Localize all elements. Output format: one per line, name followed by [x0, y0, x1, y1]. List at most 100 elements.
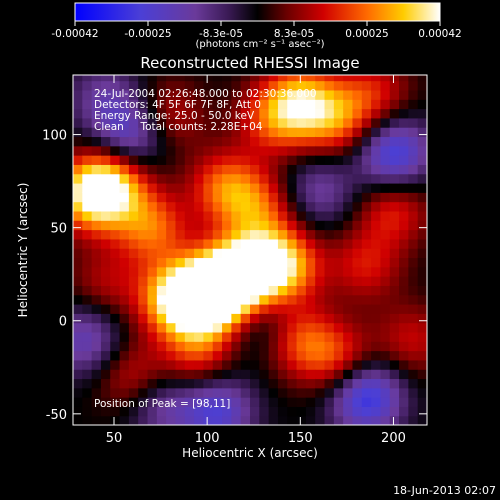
heatmap-cell [212, 182, 223, 193]
heatmap-cell [389, 173, 400, 184]
heatmap-cell [417, 108, 427, 119]
heatmap-cell [399, 75, 409, 82]
heatmap-cell [212, 238, 223, 249]
heatmap-cell [371, 378, 382, 389]
heatmap-cell [240, 257, 251, 268]
heatmap-cell [147, 387, 158, 398]
heatmap-cell [259, 220, 270, 231]
heatmap-cell [259, 285, 270, 296]
heatmap-cell [73, 238, 83, 249]
heatmap-cell [212, 210, 223, 221]
heatmap-cell [324, 108, 335, 119]
heatmap-cell [305, 229, 316, 240]
heatmap-cell [91, 359, 102, 370]
heatmap-cell [100, 75, 111, 82]
heatmap-cell [361, 117, 372, 128]
heatmap-cell [305, 369, 316, 380]
heatmap-cell [110, 378, 121, 389]
heatmap-cell [194, 341, 205, 352]
heatmap-cell [82, 359, 93, 370]
heatmap-cell [100, 397, 111, 407]
heatmap-cell [268, 145, 279, 156]
heatmap-cell [184, 108, 195, 119]
heatmap-cell [212, 80, 223, 91]
heatmap-cell [361, 99, 372, 110]
heatmap-cell [240, 322, 251, 333]
heatmap-cell [166, 173, 177, 184]
heatmap-cell [343, 387, 354, 398]
heatmap-cell [240, 359, 251, 370]
heatmap-cell [259, 369, 270, 380]
heatmap-cell [100, 248, 111, 259]
heatmap-cell [100, 192, 111, 203]
heatmap-cell [268, 266, 279, 277]
heatmap-cell [287, 99, 298, 110]
heatmap-cell [305, 285, 316, 296]
heatmap-cell [175, 136, 186, 147]
heatmap-cell [231, 173, 242, 184]
heatmap-cell [324, 257, 335, 268]
colorbar-units: (photons cm⁻² s⁻¹ asec⁻²) [195, 39, 324, 50]
heatmap-cell [212, 173, 223, 184]
heatmap-cell [184, 378, 195, 389]
heatmap-cell [212, 313, 223, 324]
heatmap-cell [166, 397, 177, 407]
heatmap-cell [82, 75, 93, 82]
heatmap-cell [203, 397, 214, 407]
heatmap-cell [147, 99, 158, 110]
heatmap-cell [389, 397, 400, 407]
heatmap-cell [324, 89, 335, 100]
heatmap-cell [82, 266, 93, 277]
heatmap-cell [259, 136, 270, 147]
heatmap-cell [343, 229, 354, 240]
heatmap-cell [166, 201, 177, 212]
heatmap-cell [82, 387, 93, 398]
heatmap-cell [380, 164, 391, 175]
heatmap-cell [73, 378, 83, 389]
heatmap-cell [212, 75, 223, 82]
heatmap-cell [268, 378, 279, 389]
heatmap-cell [147, 201, 158, 212]
heatmap-cell [361, 359, 372, 370]
heatmap-cell [138, 313, 149, 324]
heatmap-cell [231, 136, 242, 147]
heatmap-cell [305, 322, 316, 333]
heatmap-cell [361, 387, 372, 398]
heatmap-cell [156, 136, 167, 147]
heatmap-cell [175, 75, 186, 82]
heatmap-cell [156, 192, 167, 203]
heatmap-cell [175, 397, 186, 407]
heatmap-cell [399, 406, 409, 417]
heatmap-cell [110, 238, 121, 249]
heatmap-cell [119, 257, 130, 268]
heatmap-cell [250, 322, 260, 333]
heatmap-cell [380, 331, 391, 342]
heatmap-cell [73, 331, 83, 342]
heatmap-cell [166, 387, 177, 398]
heatmap-cell [100, 117, 111, 128]
heatmap-cell [324, 331, 335, 342]
heatmap-cell [147, 80, 158, 91]
heatmap-cell [287, 331, 298, 342]
heatmap-cell [408, 378, 419, 389]
heatmap-cell [343, 201, 354, 212]
heatmap-cell [371, 415, 382, 425]
heatmap-cell [315, 89, 326, 100]
heatmap-cell [324, 164, 335, 175]
heatmap-cell [408, 415, 419, 425]
heatmap-cell [259, 406, 270, 417]
heatmap-cell [166, 276, 177, 286]
heatmap-cell [268, 350, 279, 361]
heatmap-cell [277, 313, 288, 324]
heatmap-cell [324, 406, 335, 417]
heatmap-cell [380, 266, 391, 277]
heatmap-cell [250, 350, 260, 361]
heatmap-cell [175, 257, 186, 268]
heatmap-cell [184, 331, 195, 342]
heatmap-cell [417, 266, 427, 277]
heatmap-cell [231, 276, 242, 286]
heatmap-cell [287, 322, 298, 333]
heatmap-cell [184, 359, 195, 370]
heatmap-cell [352, 220, 363, 231]
heatmap-cell [296, 155, 307, 165]
